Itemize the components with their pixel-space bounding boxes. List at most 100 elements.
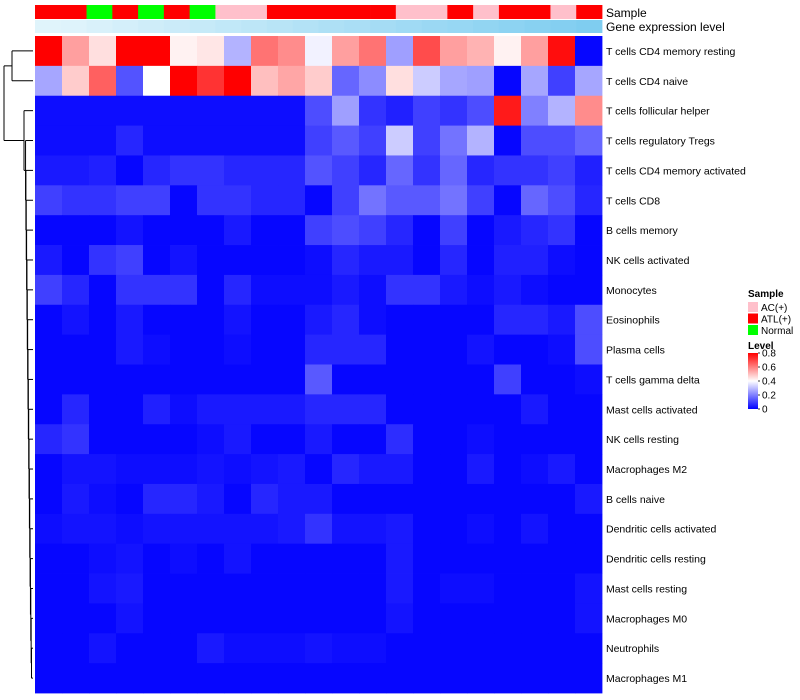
heatmap-cell [89, 95, 117, 126]
heatmap-cell [440, 185, 468, 216]
heatmap-cell [521, 334, 549, 365]
heatmap-cell [494, 424, 522, 455]
heatmap-cell [143, 245, 171, 276]
heatmap-cell [278, 245, 306, 276]
heatmap-cell [413, 274, 441, 306]
heatmap-cell [116, 65, 144, 97]
heatmap-cell [332, 125, 360, 156]
heatmap-cell [440, 633, 468, 664]
heatmap-cell [170, 483, 198, 515]
heatmap-cell [197, 274, 225, 306]
sample-annotation-cell [395, 5, 422, 19]
heatmap-cell [251, 424, 279, 455]
heatmap-cell [278, 125, 306, 156]
heatmap-cell [386, 95, 414, 126]
heatmap-cell [251, 454, 279, 485]
row-label: Mast cells resting [606, 584, 687, 596]
heatmap-cell [386, 513, 414, 545]
heatmap-cell [89, 543, 117, 574]
heatmap-cell [575, 603, 603, 634]
heatmap-cell [386, 274, 414, 306]
heatmap-cell [548, 65, 576, 97]
heatmap-cell [197, 424, 225, 455]
heatmap-cell [521, 394, 549, 425]
heatmap-cell [251, 663, 279, 694]
heatmap-cell [35, 424, 63, 455]
heatmap-cell [197, 633, 225, 664]
heatmap-cell [251, 65, 279, 97]
heatmap-cell [35, 215, 63, 246]
heatmap-cell [278, 36, 306, 67]
heatmap-cell [413, 36, 441, 67]
heatmap-cell [575, 663, 603, 694]
heatmap-cell [548, 483, 576, 515]
heatmap-cell [116, 304, 144, 336]
heatmap-cell [305, 424, 333, 455]
heatmap-cell [251, 633, 279, 664]
heatmap-cell [278, 633, 306, 664]
heatmap-cell [548, 36, 576, 67]
heatmap-cell [548, 633, 576, 664]
heatmap-cell [116, 155, 144, 186]
row-label: Neutrophils [606, 643, 659, 655]
gene-level-annotation-cell [163, 20, 191, 33]
heatmap-cell [575, 394, 603, 425]
heatmap-cell [224, 95, 252, 126]
heatmap-cell [62, 483, 90, 515]
row-label: Macrophages M0 [606, 613, 687, 625]
heatmap-cell [521, 95, 549, 126]
heatmap-cell [332, 513, 360, 545]
heatmap-cell [575, 543, 603, 574]
heatmap-cell [521, 304, 549, 336]
heatmap-cell [278, 334, 306, 365]
heatmap-cell [116, 215, 144, 246]
heatmap-cell [170, 633, 198, 664]
heatmap-cell [575, 215, 603, 246]
heatmap-cell [359, 334, 387, 365]
heatmap-cell [62, 274, 90, 306]
heatmap-cell [494, 245, 522, 276]
heatmap-cell [440, 215, 468, 246]
heatmap-cell [359, 125, 387, 156]
heatmap-cell [62, 185, 90, 216]
heatmap-cell [143, 633, 171, 664]
heatmap-cell [521, 603, 549, 634]
heatmap-cell [440, 483, 468, 515]
gene-level-annotation-cell [421, 20, 448, 33]
gene-level-annotation-cell [370, 20, 397, 33]
heatmap-cell [359, 573, 387, 604]
heatmap-cell [143, 513, 171, 545]
heatmap-cell [440, 364, 468, 395]
heatmap-cell [170, 185, 198, 216]
heatmap-cell [35, 513, 63, 545]
sample-annotation-cell [344, 5, 371, 19]
heatmap-cell [89, 364, 117, 395]
row-label: Macrophages M2 [606, 464, 687, 476]
gene-level-annotation-cell [112, 20, 139, 33]
heatmap-cell [494, 304, 522, 336]
heatmap-cell [197, 483, 225, 515]
heatmap-cell [467, 424, 495, 455]
sample-annotation-cell [112, 5, 139, 19]
heatmap-cell [116, 245, 144, 276]
heatmap-cell [386, 334, 414, 365]
heatmap-cell [467, 95, 495, 126]
heatmap-cell [143, 36, 171, 67]
heatmap-cell [278, 424, 306, 455]
heatmap-cell [548, 603, 576, 634]
heatmap-cell [440, 454, 468, 485]
sample-annotation-cell [241, 5, 268, 19]
heatmap-cell [278, 274, 306, 306]
level-legend-tick-label: 0 [762, 405, 768, 416]
heatmap-cell [143, 334, 171, 365]
heatmap-cell [494, 603, 522, 634]
heatmap-cell [494, 215, 522, 246]
heatmap-cell [440, 334, 468, 365]
heatmap-cell [521, 633, 549, 664]
heatmap-cell [359, 663, 387, 694]
heatmap-cell [251, 304, 279, 336]
heatmap-cell [467, 543, 495, 574]
heatmap-cell [116, 125, 144, 156]
heatmap-cell [332, 364, 360, 395]
heatmap-cell [224, 543, 252, 574]
